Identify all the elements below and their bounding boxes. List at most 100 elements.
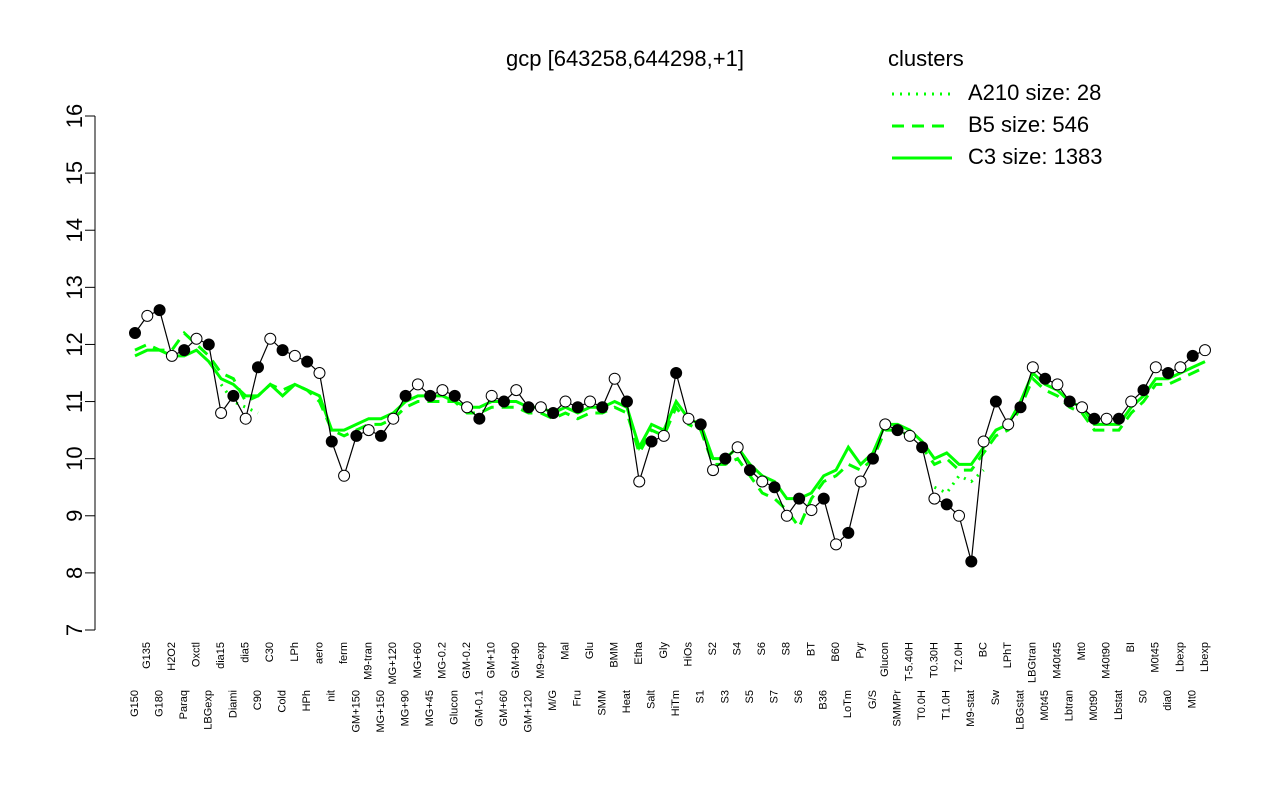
y-tick-label: 9 [62, 510, 87, 522]
point [866, 452, 879, 465]
x-tick-label: Lbstat [1113, 690, 1125, 720]
x-tick-label: M/G [547, 690, 559, 711]
x-tick-label: Glucon [449, 690, 461, 725]
x-tick-label: S8 [781, 642, 793, 655]
cluster-line [134, 330, 1206, 531]
point [989, 395, 1002, 408]
x-tick-label: GM-0.2 [461, 642, 473, 679]
x-tick-label: HiOs [682, 642, 694, 667]
point [436, 384, 449, 397]
x-tick-label: M9-stat [965, 690, 977, 727]
point [793, 492, 806, 505]
point [682, 412, 695, 425]
legend-title: clusters [888, 46, 964, 71]
point [1014, 401, 1027, 414]
point [510, 384, 523, 397]
x-tick-label: M0t45 [1039, 690, 1051, 721]
x-tick-label: Paraq [178, 690, 190, 719]
x-tick-label: dia15 [215, 642, 227, 669]
x-tick-label: Diami [227, 690, 239, 718]
point [325, 435, 338, 448]
point [424, 389, 437, 402]
x-tick-label: BC [978, 642, 990, 657]
x-tick-label: MG+120 [387, 642, 399, 685]
x-tick-label: S7 [768, 690, 780, 703]
point [559, 395, 572, 408]
point [288, 349, 301, 362]
x-tick-label: Glucon [879, 642, 891, 677]
x-tick-label: Salt [645, 690, 657, 709]
point [719, 452, 732, 465]
point [854, 475, 867, 488]
gene-line [134, 309, 1206, 562]
x-tick-label: G180 [154, 690, 166, 717]
x-tick-label: MG+60 [412, 642, 424, 678]
x-tick-label: dia5 [240, 642, 252, 663]
y-tick-label: 12 [62, 332, 87, 356]
point [534, 401, 547, 414]
point [817, 492, 830, 505]
x-tick-label: nit [326, 690, 338, 702]
point [1063, 395, 1076, 408]
x-tick-label: T0.0H [916, 690, 928, 720]
x-tick-label: B36 [818, 690, 830, 710]
y-tick-label: 11 [62, 390, 87, 413]
y-tick-label: 8 [62, 567, 87, 579]
point [141, 309, 154, 322]
x-tick-label: ferm [338, 642, 350, 664]
x-tick-label: Cold [276, 690, 288, 713]
x-tick-label: Lbexp [1174, 642, 1186, 672]
legend-label: A210 size: 28 [968, 80, 1101, 105]
point [1100, 412, 1113, 425]
x-tick-label: LBGtran [1027, 642, 1039, 683]
y-tick-label: 10 [62, 446, 87, 470]
point [633, 475, 646, 488]
point [596, 401, 609, 414]
x-tick-label: Lbtran [1064, 690, 1076, 721]
x-tick-label: Lbexp [1199, 642, 1211, 672]
legend-label: B5 size: 546 [968, 112, 1089, 137]
point [657, 429, 670, 442]
point [1088, 412, 1101, 425]
x-tick-label: MG+90 [399, 690, 411, 726]
x-tick-label: GM-0.1 [473, 690, 485, 727]
point [940, 498, 953, 511]
x-tick-label: T2.0H [953, 642, 965, 672]
x-tick-label: LBGstat [1014, 690, 1026, 730]
point [903, 429, 916, 442]
point [780, 509, 793, 522]
point [301, 355, 314, 368]
x-tick-label: S0 [1137, 690, 1149, 703]
point [1137, 384, 1150, 397]
point [129, 327, 141, 340]
point [756, 475, 769, 488]
point [411, 378, 424, 391]
x-tick-label: S5 [744, 690, 756, 703]
point [891, 424, 904, 437]
x-tick-label: dia0 [1162, 690, 1174, 711]
point [251, 361, 264, 374]
chart-title: gcp [643258,644298,+1] [506, 46, 744, 71]
point [165, 349, 178, 362]
point [571, 401, 584, 414]
point [916, 441, 929, 454]
point [768, 481, 781, 494]
point [977, 435, 990, 448]
x-tick-label: SMMPr [891, 690, 903, 727]
x-tick-label: T1.0H [941, 690, 953, 720]
point [1051, 378, 1064, 391]
x-tick-label: G135 [141, 642, 153, 669]
point [694, 418, 707, 431]
x-tick-label: Pyr [855, 642, 867, 659]
x-tick-label: GM+10 [486, 642, 498, 678]
x-tick-label: C90 [252, 690, 264, 710]
x-tick-label: S4 [732, 642, 744, 655]
x-tick-label: Mt0 [1076, 642, 1088, 660]
point [399, 389, 412, 402]
x-tick-label: GM+150 [350, 690, 362, 733]
point [276, 344, 289, 357]
x-tick-label: Etha [633, 641, 645, 665]
x-tick-label: LPhT [1002, 642, 1014, 669]
x-tick-label: G150 [129, 690, 141, 717]
point [178, 344, 191, 357]
